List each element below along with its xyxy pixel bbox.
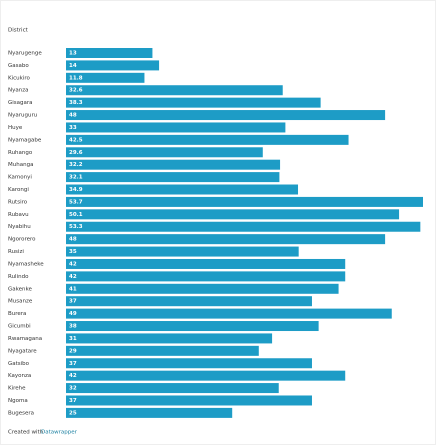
bar xyxy=(66,147,263,158)
category-label: Nyarugenge xyxy=(8,51,42,57)
category-label: Rulindo xyxy=(8,274,29,280)
value-label: 32.6 xyxy=(69,88,83,94)
bar xyxy=(66,296,312,307)
value-label: 14 xyxy=(69,63,77,69)
value-label: 42 xyxy=(69,261,77,267)
value-label: 53.7 xyxy=(69,199,83,205)
bar xyxy=(66,358,312,369)
value-label: 29 xyxy=(69,348,77,354)
bar xyxy=(66,72,145,83)
value-label: 33 xyxy=(69,125,77,131)
value-label: 49 xyxy=(69,311,77,317)
category-label: Ngoma xyxy=(8,398,28,404)
category-label: Gisagara xyxy=(8,100,33,106)
category-label: Kayonza xyxy=(8,373,31,379)
value-label: 42 xyxy=(69,274,77,280)
category-label: Nyagatare xyxy=(8,348,37,354)
credit-link[interactable]: Datawrapper xyxy=(41,430,78,436)
value-label: 48 xyxy=(69,237,77,243)
category-label: Karongi xyxy=(8,187,29,193)
category-label: Nyamagabe xyxy=(8,137,42,143)
category-label: Musanze xyxy=(8,299,33,305)
category-label: Rubavu xyxy=(8,212,29,218)
category-label: Burera xyxy=(8,311,26,317)
bar xyxy=(66,321,319,332)
value-label: 11.8 xyxy=(69,75,83,81)
category-label: Rusizi xyxy=(8,249,24,255)
bar xyxy=(66,184,299,195)
value-label: 42 xyxy=(69,373,77,379)
value-label: 48 xyxy=(69,113,77,119)
category-label: Bugesera xyxy=(8,410,34,416)
bar xyxy=(66,134,349,145)
credit: Created with xyxy=(8,430,44,436)
bar xyxy=(66,283,339,294)
bar xyxy=(66,221,421,232)
bar xyxy=(66,209,400,220)
bar xyxy=(66,234,386,245)
bar xyxy=(66,370,346,381)
bar xyxy=(66,110,386,121)
bar xyxy=(66,122,286,133)
value-label: 13 xyxy=(69,51,77,57)
category-label: Muhanga xyxy=(8,162,33,168)
category-label: Kamonyi xyxy=(8,175,32,181)
value-label: 35 xyxy=(69,249,77,255)
value-label: 34.9 xyxy=(69,187,83,193)
bar xyxy=(66,345,259,356)
value-label: 38 xyxy=(69,324,77,330)
value-label: 25 xyxy=(69,410,77,416)
category-label: Nyaruguru xyxy=(8,113,37,119)
category-label: Ngororero xyxy=(8,237,36,243)
value-label: 37 xyxy=(69,361,77,367)
value-label: 29.6 xyxy=(69,150,83,156)
value-label: 42.5 xyxy=(69,137,83,143)
bar xyxy=(66,85,283,96)
value-label: 31 xyxy=(69,336,77,342)
category-label: Nyamasheke xyxy=(8,261,44,267)
category-label: Rwamagana xyxy=(8,336,42,342)
category-label: Ruhango xyxy=(8,150,33,156)
category-label: Gakenke xyxy=(8,286,32,292)
bar xyxy=(66,308,392,319)
bar xyxy=(66,333,273,344)
value-label: 53.3 xyxy=(69,224,83,230)
bar xyxy=(66,60,160,71)
value-label: 32 xyxy=(69,386,77,392)
category-label: Huye xyxy=(8,125,23,131)
value-label: 32.1 xyxy=(69,175,83,181)
category-label: Gasabo xyxy=(8,63,29,69)
bar xyxy=(66,258,346,269)
category-label: Gatsibo xyxy=(8,361,30,367)
bar xyxy=(66,383,279,394)
category-label: Kicukiro xyxy=(8,75,30,81)
value-label: 32.2 xyxy=(69,162,83,168)
bar xyxy=(66,407,233,418)
category-label: Gicumbi xyxy=(8,324,31,330)
bar xyxy=(66,271,346,282)
bar xyxy=(66,395,312,406)
bar xyxy=(66,159,281,170)
bar xyxy=(66,97,321,108)
category-label: Nyabihu xyxy=(8,224,31,230)
column-header: District xyxy=(8,28,29,34)
value-label: 50.1 xyxy=(69,212,83,218)
bar xyxy=(66,172,280,183)
bar xyxy=(66,196,423,207)
value-label: 41 xyxy=(69,286,77,292)
bar xyxy=(66,48,153,58)
category-label: Rutsiro xyxy=(8,199,28,205)
category-label: Nyanza xyxy=(8,88,28,94)
category-label: Kirehe xyxy=(8,386,26,392)
value-label: 37 xyxy=(69,398,77,404)
bar xyxy=(66,246,299,257)
value-label: 38.3 xyxy=(69,100,83,106)
value-label: 37 xyxy=(69,299,77,305)
